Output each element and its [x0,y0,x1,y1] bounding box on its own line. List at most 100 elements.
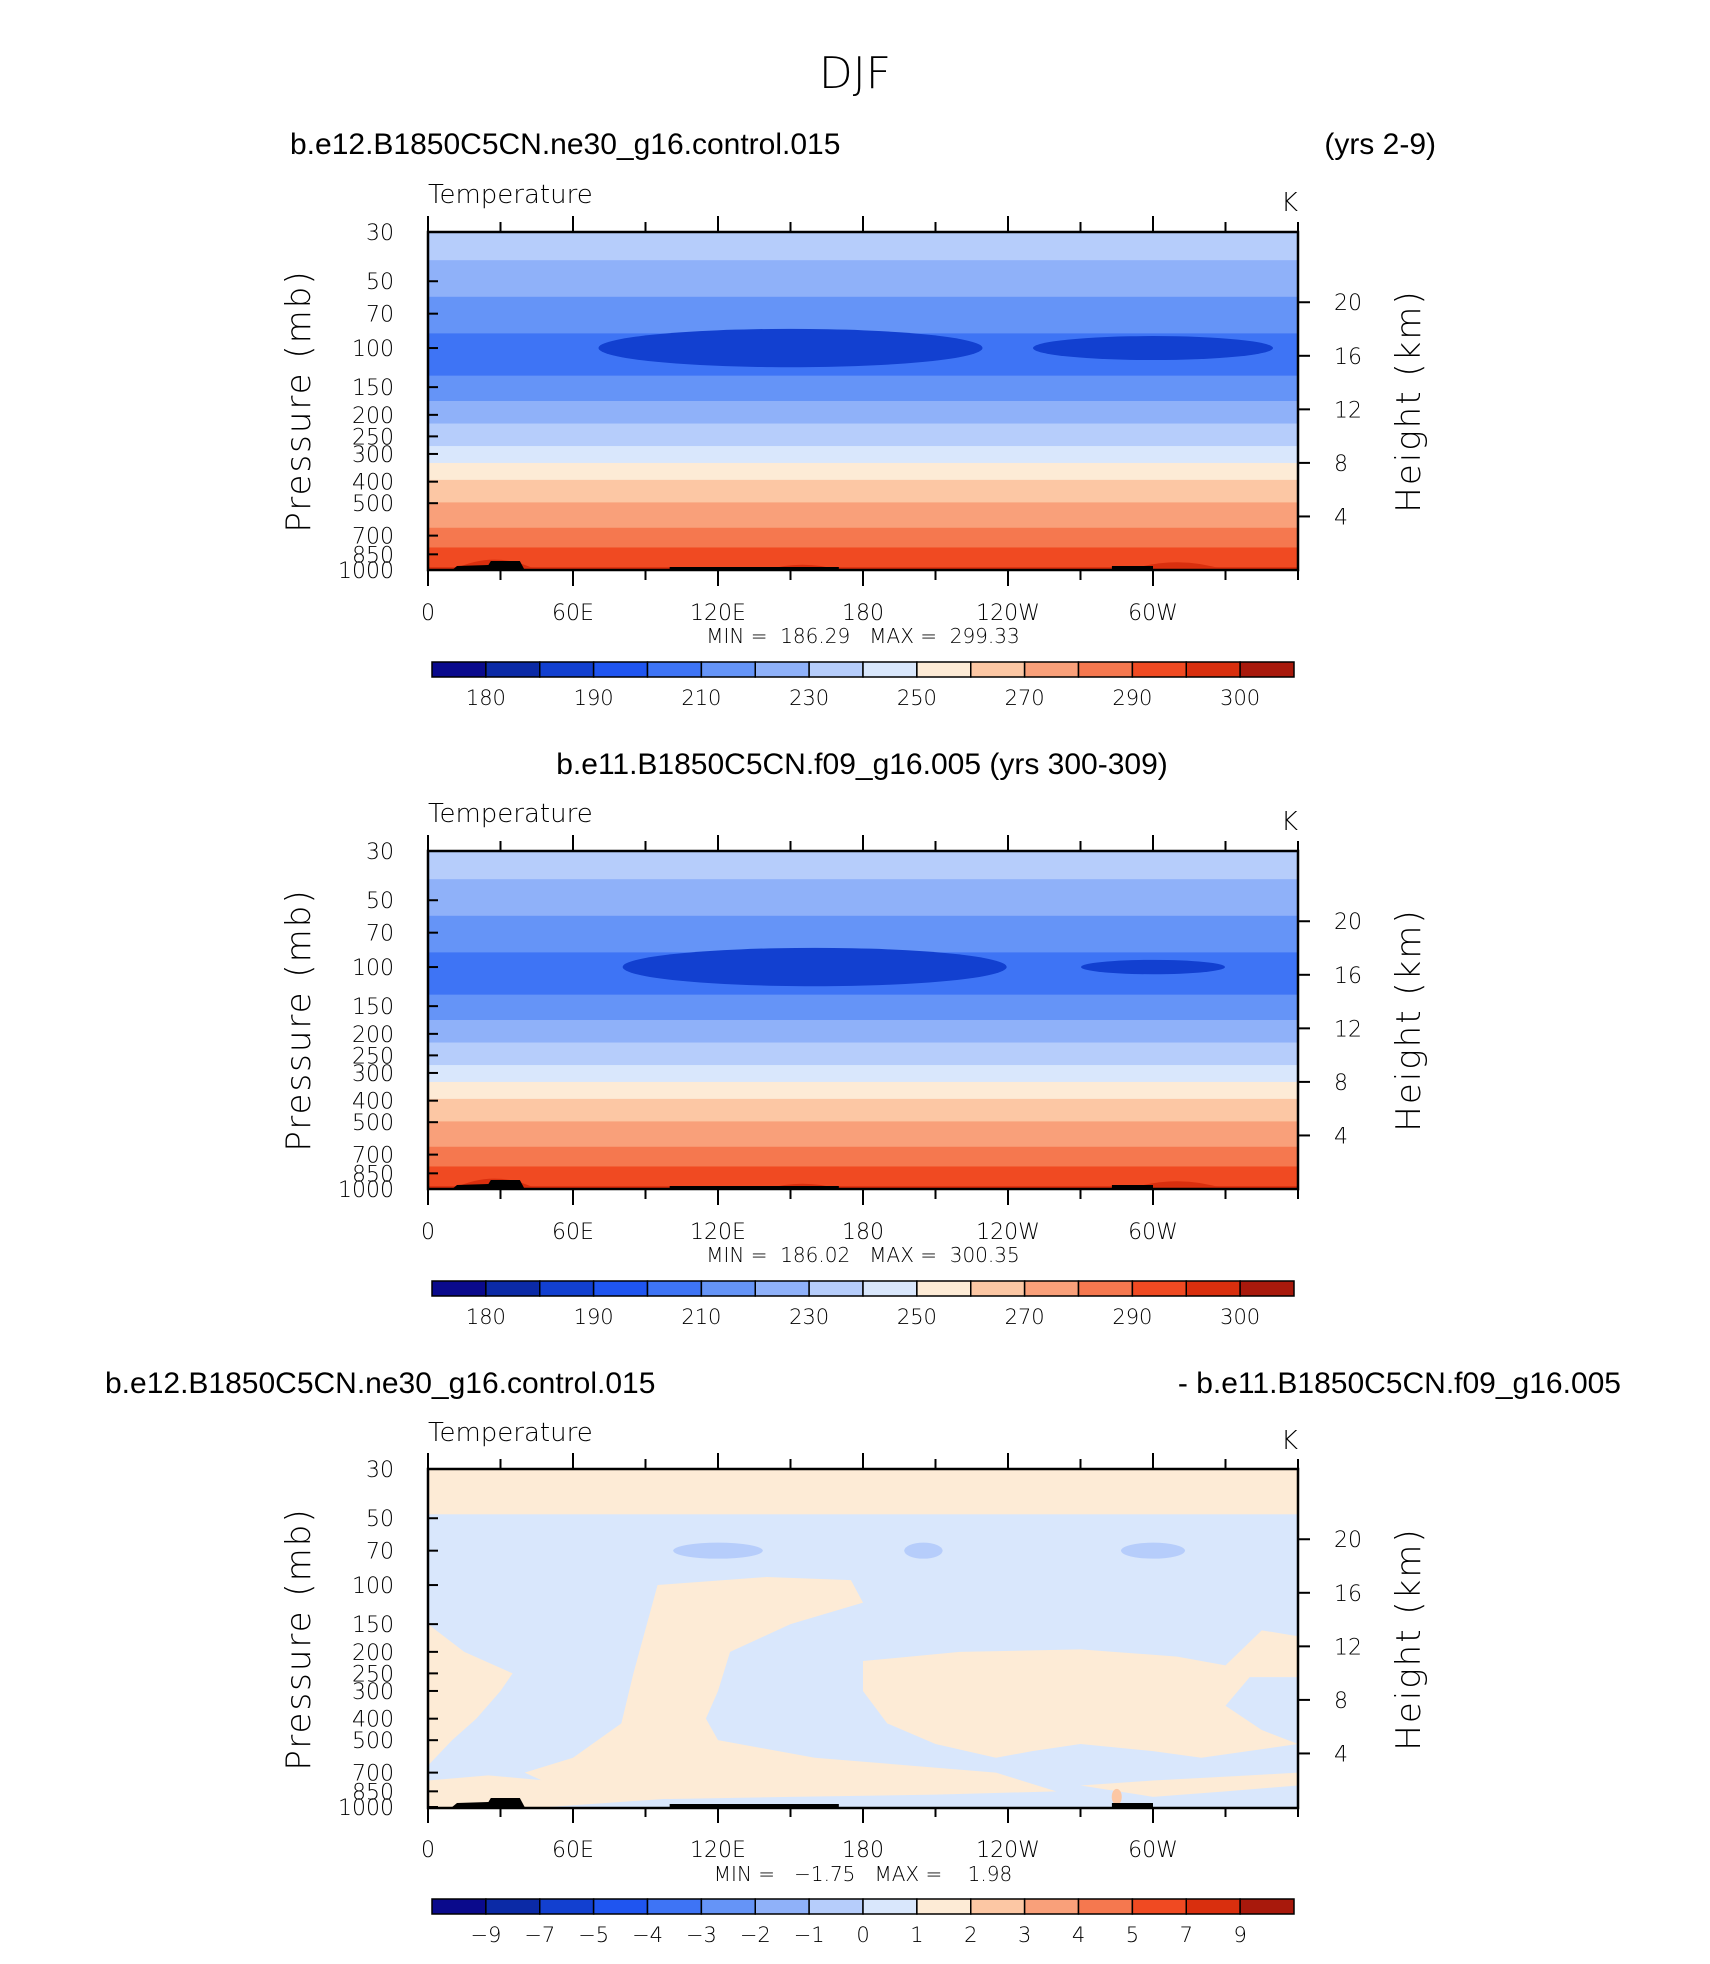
panel-1-title-left: b.e12.B1850C5CN.ne30_g16.control.015 [290,128,840,161]
colorbar-swatch [1077,1898,1134,1915]
difference-negative-core [904,1542,943,1559]
y-tick-label: 1000 [338,1796,394,1821]
topography-andes [1111,1185,1153,1189]
difference-negative-core [673,1542,763,1559]
difference-positive-region [863,1630,1298,1758]
temperature-band [428,502,1298,529]
y-tick-label: 250 [352,1662,394,1687]
difference-negative-region [428,1469,1298,1807]
difference-positive-region [428,1624,513,1766]
colorbar-swatch [808,1280,864,1297]
colorbar-swatch [592,1898,649,1915]
y-tick-label: 30 [366,221,394,246]
y2-tick-label: 8 [1334,452,1348,477]
x-tick-label: 180 [842,601,884,626]
difference-positive-region [524,1577,1057,1799]
panel-3-ylabel: Pressure (mb) [279,1507,319,1770]
panel-1-topography [452,561,1153,570]
colorbar-swatch [539,1280,595,1297]
y-tick-label: 50 [366,270,394,295]
y-tick-label: 200 [352,404,394,429]
y2-tick-label: 20 [1334,291,1362,316]
panel-3-field [428,1469,1298,1807]
colorbar-swatch [646,661,703,678]
page-title: DJF [819,48,891,99]
colorbar-label: 210 [681,1305,721,1329]
colorbar-label: 180 [466,1305,506,1329]
y-tick-label: 70 [366,922,394,947]
colorbar-label: 0 [856,1923,869,1947]
x-tick-label: 0 [421,1220,435,1245]
panel-1-colorbar: 180 190 210 230 250 270 290 300 [431,661,1295,710]
panel-3-colorbar: −9 −7 −5 −4 −3 −2 −1 0 1 2 3 4 5 7 9 [431,1898,1295,1947]
y-tick-label: 100 [352,956,394,981]
colorbar-label: 1 [910,1923,923,1947]
x-tick-label: 120W [976,1220,1040,1245]
colorbar-label: 190 [574,686,614,710]
colorbar-label: 230 [789,1305,829,1329]
panel-2: b.e11.B1850C5CN.f09_g16.005 (yrs 300-309… [279,748,1429,1329]
y-tick-label: 50 [366,889,394,914]
x-tick-label: 120E [690,1838,746,1863]
colorbar-swatch [1131,1898,1187,1915]
topography-land [669,1186,839,1189]
temperature-band [428,851,1298,880]
colorbar-swatch [485,1898,541,1915]
temperature-band [428,1121,1298,1148]
y2-tick-label: 4 [1334,505,1348,530]
y-tick-label: 850 [352,543,394,568]
colorbar-label: 2 [964,1923,977,1947]
x-tick-label: 120E [690,1220,746,1245]
panel-1-units: K [1281,188,1298,218]
panel-2-minmax: MIN = 186.02 MAX = 300.35 [706,1243,1019,1267]
colorbar-label: 230 [789,686,829,710]
y-tick-label: 850 [352,1780,394,1805]
y2-tick-label: 20 [1334,1528,1362,1553]
panel-3: b.e12.B1850C5CN.ne30_g16.control.015 - b… [105,1367,1621,1947]
y-tick-label: 400 [352,1090,394,1115]
y-tick-label: 700 [352,1144,394,1169]
colorbar-swatch [485,661,541,678]
colorbar-swatch [1239,1898,1295,1915]
temperature-band [428,1146,1298,1168]
y2-tick-label: 8 [1334,1689,1348,1714]
colorbar-swatch [916,1898,972,1915]
colorbar-swatch [700,661,756,678]
y-tick-label: 100 [352,337,394,362]
y-tick-label: 70 [366,1540,394,1565]
y-tick-label: 1000 [338,559,394,584]
colorbar-swatch [754,661,810,678]
difference-positive-region [428,1469,1298,1515]
topography-land [669,567,839,570]
x-tick-label: 120W [976,1838,1040,1863]
temperature-band [428,994,1298,1021]
panel-2-topography [452,1180,1153,1189]
y-tick-label: 150 [352,1613,394,1638]
temperature-band [428,296,1298,334]
y-tick-label: 1000 [338,1178,394,1203]
temperature-band [428,260,1298,298]
colorbar-swatch [539,1898,595,1915]
colorbar-swatch [646,1280,703,1297]
panel-2-title-center: b.e11.B1850C5CN.f09_g16.005 (yrs 300-309… [556,748,1168,781]
x-tick-label: 60W [1128,1838,1178,1863]
colorbar-swatch [431,661,487,678]
cold-core [1081,959,1225,975]
panel-3-title-left: b.e12.B1850C5CN.ne30_g16.control.015 [105,1367,655,1400]
panel-1-y2label: Height (km) [1389,289,1429,512]
colorbar-swatch [808,661,864,678]
colorbar-swatch [1131,661,1187,678]
colorbar-swatch [1023,1898,1080,1915]
colorbar-label: −5 [578,1923,609,1947]
y-tick-label: 850 [352,1162,394,1187]
panel-3-subtitle: Temperature [428,1418,593,1448]
y-tick-label: 30 [366,840,394,865]
y2-tick-label: 4 [1334,1742,1348,1767]
temperature-band [428,1098,1298,1122]
temperature-band [428,1081,1298,1100]
x-tick-label: 60E [552,601,594,626]
y-tick-label: 300 [352,1062,394,1087]
difference-negative-core [1121,1542,1185,1559]
x-tick-label: 180 [842,1838,884,1863]
y-tick-label: 30 [366,1458,394,1483]
